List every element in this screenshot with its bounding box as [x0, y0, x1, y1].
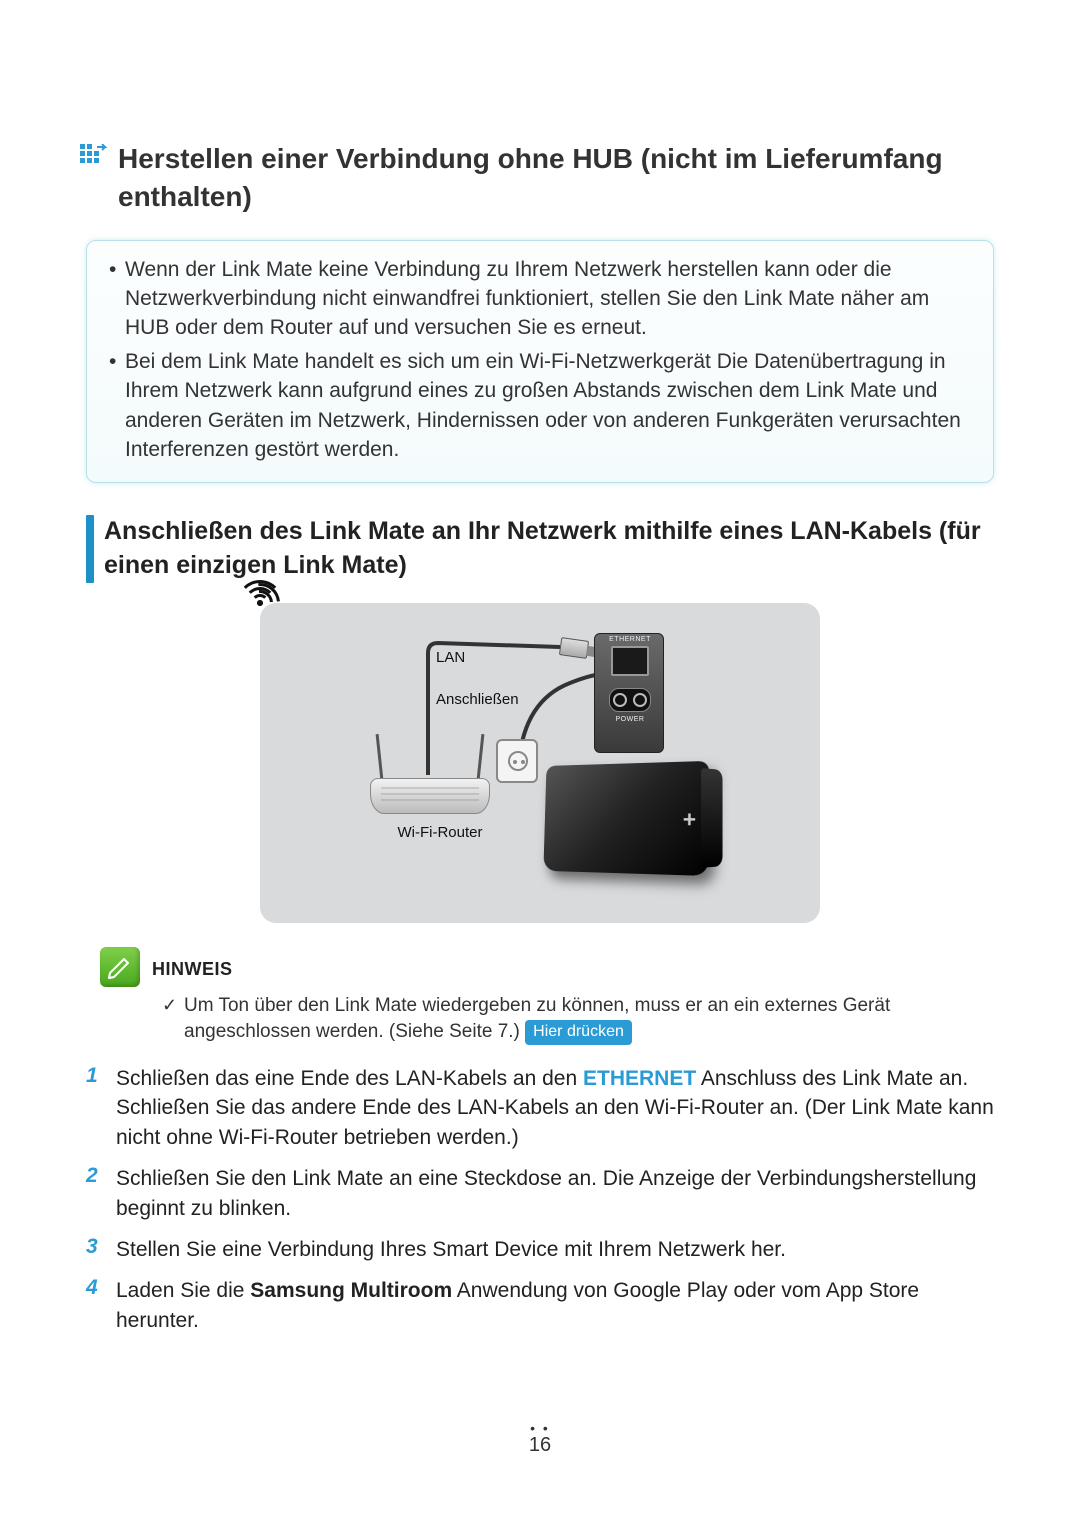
- connect-label: Anschließen: [436, 691, 519, 708]
- sub-heading-text: Anschließen des Link Mate an Ihr Netzwer…: [104, 515, 1000, 583]
- router-label: Wi-Fi-Router: [370, 824, 510, 841]
- lan-plug-icon: [559, 637, 589, 659]
- step-text: Schließen das eine Ende des LAN-Kabels a…: [116, 1064, 994, 1152]
- ethernet-port-icon: [611, 646, 649, 676]
- note-label: HINWEIS: [152, 959, 233, 980]
- note-body: ✓ Um Ton über den Link Mate wiedergeben …: [162, 993, 940, 1046]
- device-backpanel-icon: ETHERNET POWER: [594, 633, 664, 753]
- main-heading: Herstellen einer Verbindung ohne HUB (ni…: [80, 140, 1000, 216]
- step-text: Schließen Sie den Link Mate an eine Stec…: [116, 1164, 994, 1223]
- step-number: 1: [86, 1064, 116, 1152]
- grid-arrow-icon: [80, 144, 108, 172]
- step-text: Stellen Sie eine Verbindung Ihres Smart …: [116, 1235, 786, 1264]
- sub-heading: Anschließen des Link Mate an Ihr Netzwer…: [86, 515, 1000, 583]
- info-callout-box: Wenn der Link Mate keine Verbindung zu I…: [86, 240, 994, 484]
- step-item: 3 Stellen Sie eine Verbindung Ihres Smar…: [86, 1235, 994, 1264]
- lan-label: LAN: [436, 649, 465, 666]
- page-number-value: 16: [529, 1434, 551, 1456]
- speaker-device-icon: +: [538, 763, 708, 873]
- step-number: 3: [86, 1235, 116, 1264]
- power-port-icon: [609, 688, 651, 712]
- ethernet-port-label: ETHERNET: [595, 636, 665, 643]
- note-row: HINWEIS: [100, 947, 1000, 987]
- step-item: 2 Schließen Sie den Link Mate an eine St…: [86, 1164, 994, 1223]
- keyword-ethernet: ETHERNET: [583, 1067, 696, 1090]
- checkmark-icon: ✓: [162, 993, 177, 1018]
- click-here-link[interactable]: Hier drücken: [525, 1020, 632, 1044]
- step-text: Laden Sie die Samsung Multiroom Anwendun…: [116, 1276, 994, 1335]
- main-heading-text: Herstellen einer Verbindung ohne HUB (ni…: [118, 140, 1000, 216]
- page-number: • • 16: [0, 1420, 1080, 1457]
- info-item: Wenn der Link Mate keine Verbindung zu I…: [125, 255, 973, 343]
- step-item: 4 Laden Sie die Samsung Multiroom Anwend…: [86, 1276, 994, 1335]
- step-number: 2: [86, 1164, 116, 1223]
- info-item: Bei dem Link Mate handelt es sich um ein…: [125, 347, 973, 465]
- router-icon: Wi-Fi-Router: [370, 778, 490, 814]
- step-number: 4: [86, 1276, 116, 1335]
- step-item: 1 Schließen das eine Ende des LAN-Kabels…: [86, 1064, 994, 1152]
- step-text-pre: Laden Sie die: [116, 1279, 250, 1302]
- wall-outlet-icon: [496, 739, 538, 783]
- power-port-label: POWER: [595, 716, 665, 723]
- keyword-appname: Samsung Multiroom: [250, 1279, 452, 1302]
- connection-diagram: ETHERNET POWER: [260, 603, 820, 923]
- accent-bar-icon: [86, 515, 94, 583]
- note-pencil-icon: [100, 947, 140, 987]
- step-text-pre: Schließen das eine Ende des LAN-Kabels a…: [116, 1067, 583, 1090]
- steps-list: 1 Schließen das eine Ende des LAN-Kabels…: [86, 1064, 994, 1335]
